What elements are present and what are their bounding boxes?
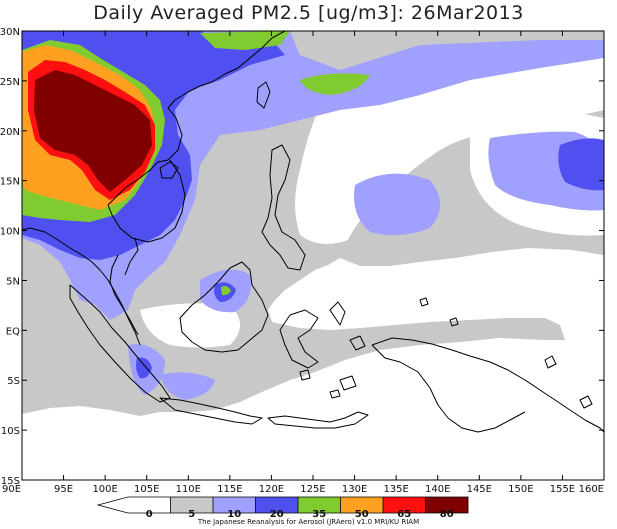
colorbar-swatch bbox=[128, 497, 171, 513]
pm25-10-20-java bbox=[160, 372, 215, 400]
colorbar-swatch bbox=[425, 497, 468, 513]
lat-label: 10N bbox=[0, 227, 20, 238]
lon-label: 145E bbox=[467, 484, 492, 495]
colorbar-label: 10 bbox=[227, 509, 241, 520]
credit-text: The Japanese Reanalysis for Aerosol (JRA… bbox=[197, 518, 420, 526]
colorbar-swatch bbox=[298, 497, 341, 513]
lon-label: 160E bbox=[579, 484, 604, 495]
sulawesi-coastline bbox=[279, 309, 319, 369]
colorbar-label: 5 bbox=[188, 509, 195, 520]
map-title: Daily Averaged PM2.5 [ug/m3]: 26Mar2013 bbox=[93, 2, 524, 24]
taiwan-coastline bbox=[256, 81, 271, 109]
lon-label: 150E bbox=[508, 484, 533, 495]
lon-label: 155E bbox=[550, 484, 575, 495]
pm25-35-50-east bbox=[300, 73, 370, 95]
pm25-20-35-east bbox=[558, 138, 604, 191]
clear-region-south bbox=[140, 303, 240, 348]
pm25-35-50-borneo bbox=[221, 286, 231, 296]
colorbar-label: 80 bbox=[440, 509, 454, 520]
colorbar-outline bbox=[96, 496, 469, 514]
java-coastline bbox=[159, 397, 263, 425]
lat-label: 15N bbox=[0, 177, 20, 188]
coastlines bbox=[22, 31, 604, 433]
lat-label: 10S bbox=[1, 426, 20, 437]
small-islands bbox=[299, 297, 593, 409]
pm25-10-20-center bbox=[354, 173, 440, 236]
colorbar-swatch bbox=[255, 497, 298, 513]
lat-label: EQ bbox=[6, 326, 20, 337]
lon-label: 140E bbox=[425, 484, 450, 495]
colorbar-swatch bbox=[170, 497, 213, 513]
colorbar-label: 0 bbox=[146, 509, 153, 520]
lon-label: 110E bbox=[176, 484, 201, 495]
lat-label: 5N bbox=[6, 276, 20, 287]
pm25-field bbox=[22, 31, 604, 480]
colorbar: 0 5 10 20 35 50 65 80 bbox=[96, 496, 469, 520]
hainan-coastline bbox=[159, 161, 179, 179]
lon-label: 120E bbox=[259, 484, 284, 495]
lat-label: 15S bbox=[1, 476, 20, 487]
lesser-sunda-coastline bbox=[267, 411, 369, 429]
colorbar-label: 35 bbox=[312, 509, 326, 520]
latitude-labels: 30N 25N 20N 15N 10N 5N EQ 5S 10S 15S bbox=[0, 27, 20, 487]
sumatra-coastline bbox=[69, 284, 171, 403]
colorbar-label: 20 bbox=[270, 509, 284, 520]
pm25-35-50-north bbox=[200, 31, 290, 50]
lon-label: 115E bbox=[217, 484, 242, 495]
colorbar-swatch bbox=[383, 497, 426, 513]
pm25-over-80-region bbox=[34, 70, 152, 192]
lat-label: 25N bbox=[0, 77, 20, 88]
malay-peninsula-coastline bbox=[109, 254, 139, 336]
lon-label: 90E bbox=[2, 484, 21, 495]
colorbar-label: 65 bbox=[397, 509, 411, 520]
longitude-labels: 90E 95E 100E 105E 110E 115E 120E 125E 130E 135E 14… bbox=[2, 484, 604, 495]
lon-label: 125E bbox=[300, 484, 325, 495]
axis-ticks bbox=[21, 30, 605, 481]
lon-label: 100E bbox=[92, 484, 117, 495]
colorbar-swatch bbox=[98, 497, 128, 513]
colorbar-label: 50 bbox=[355, 509, 369, 520]
lat-label: 30N bbox=[0, 27, 20, 38]
colorbar-swatch bbox=[340, 497, 383, 513]
borneo-coastline bbox=[179, 261, 269, 353]
lon-label: 130E bbox=[342, 484, 367, 495]
colorbar-swatch bbox=[213, 497, 256, 513]
lon-label: 105E bbox=[134, 484, 159, 495]
lat-label: 5S bbox=[7, 376, 20, 387]
lat-label: 20N bbox=[0, 127, 20, 138]
philippines-coastline bbox=[261, 144, 306, 271]
indochina-coastline bbox=[107, 159, 186, 276]
moluccas-coastline bbox=[329, 301, 366, 391]
pm25-20-35-sumatra bbox=[136, 357, 152, 379]
lon-label: 135E bbox=[383, 484, 408, 495]
new-guinea-coastline bbox=[371, 337, 604, 433]
lon-label: 95E bbox=[54, 484, 73, 495]
